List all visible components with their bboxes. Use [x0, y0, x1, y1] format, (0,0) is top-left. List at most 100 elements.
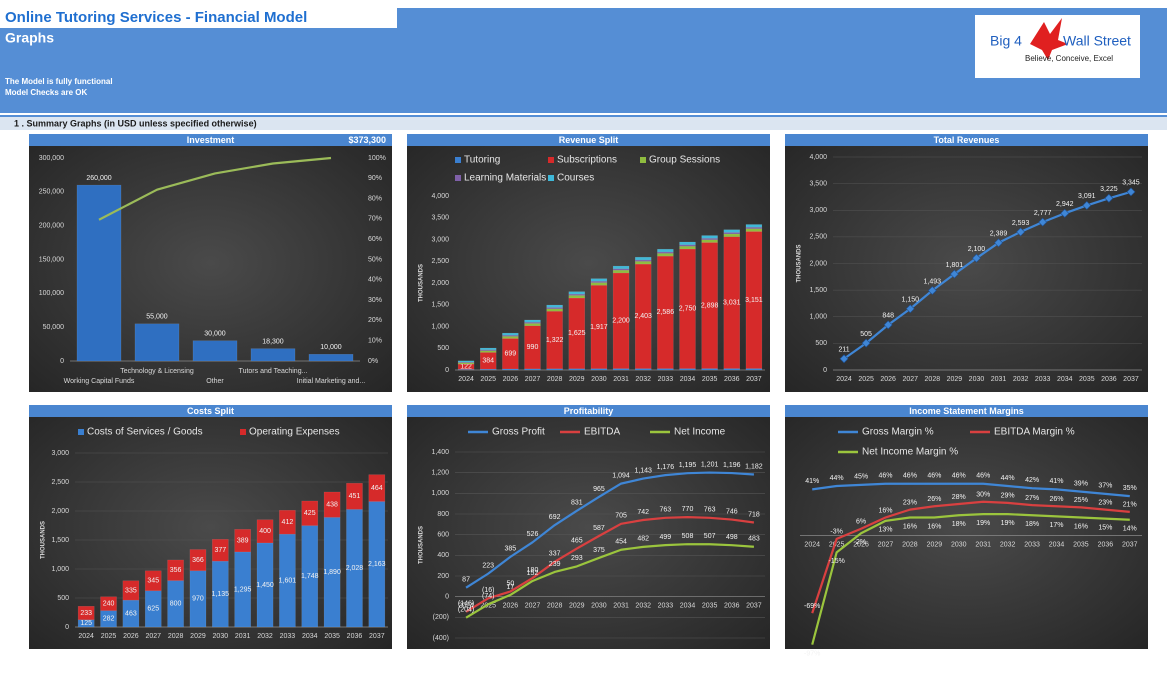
data-label: 2,777 [1034, 210, 1052, 217]
data-label: 16% [927, 523, 941, 530]
x-tick-label: 2029 [190, 633, 206, 640]
x-tick-label: 2029 [927, 541, 943, 548]
section-bar [0, 117, 1167, 130]
data-label: 16% [1074, 523, 1088, 530]
data-label: 705 [615, 513, 627, 520]
x-tick-label: 2024 [78, 633, 94, 640]
y-tick-label: 2,500 [431, 258, 449, 265]
data-label: 1,143 [634, 467, 652, 474]
x-tick-label: 2025 [858, 376, 874, 383]
bar [524, 323, 541, 327]
data-label: 848 [882, 313, 894, 320]
data-label: 970 [192, 596, 204, 603]
data-label: 293 [571, 555, 583, 562]
data-label: (16) [482, 587, 494, 594]
y-tick-label: 250,000 [39, 189, 64, 196]
legend-label: Subscriptions [557, 155, 617, 166]
data-label: 483 [748, 536, 760, 543]
x-tick-label: 2024 [458, 376, 474, 383]
data-label: 465 [571, 537, 583, 544]
x-tick-label: 2034 [680, 603, 696, 610]
y-tick-label: 1,500 [809, 287, 827, 294]
data-label: 2,942 [1056, 201, 1074, 208]
chart-title: Investment [187, 135, 235, 145]
data-label: 1,182 [745, 463, 763, 470]
x-tick-label: 2031 [613, 376, 629, 383]
bar [723, 229, 741, 233]
x-tick-label: 2035 [324, 633, 340, 640]
data-label: 10,000 [320, 344, 342, 351]
bar [568, 291, 586, 295]
data-label: 335 [125, 587, 137, 594]
bar [590, 278, 608, 282]
marker [1038, 217, 1048, 227]
data-label: 23% [903, 499, 917, 506]
data-label: 152 [527, 570, 539, 577]
x-tick-label: Other [206, 378, 224, 385]
data-label: 454 [615, 539, 627, 546]
y-tick-label: 2,500 [809, 234, 827, 241]
marker [949, 269, 959, 279]
data-label: 26% [927, 496, 941, 503]
data-label: 1,201 [701, 461, 719, 468]
data-label: -3% [830, 529, 842, 536]
y-tick-label: 150,000 [39, 256, 64, 263]
x-tick-label: 2026 [503, 603, 519, 610]
data-label: 16% [878, 507, 892, 514]
x-tick-label: 2031 [991, 376, 1007, 383]
y-tick-label: (200) [433, 614, 449, 621]
line [843, 190, 1132, 360]
data-label: 46% [878, 473, 892, 480]
legend-label: Operating Expenses [249, 427, 340, 438]
bar [657, 253, 674, 257]
x-tick-label: 2030 [969, 376, 985, 383]
y-tick-label: 0 [445, 594, 449, 601]
data-label: 763 [660, 507, 672, 514]
x-tick-label: 2028 [547, 603, 563, 610]
legend-label: Learning Materials [464, 173, 546, 184]
data-label: 29% [1001, 493, 1015, 500]
data-label: 1,150 [901, 297, 919, 304]
y-tick-label: 1,200 [431, 470, 449, 477]
bar [189, 549, 207, 571]
legend-label: Courses [557, 173, 594, 184]
x-tick-label: Technology & Licensing [120, 368, 194, 375]
x-tick-label: 2033 [1035, 376, 1051, 383]
data-label: -69% [804, 603, 820, 610]
data-label: 2,403 [634, 313, 652, 320]
y-tick-label: 1,000 [51, 566, 69, 573]
data-label: 23% [1098, 499, 1112, 506]
logo-tagline: Believe, Conceive, Excel [1025, 54, 1113, 63]
data-label: 122 [460, 364, 472, 371]
data-label: 21% [1123, 502, 1137, 509]
marker [1082, 200, 1092, 210]
data-label: 125 [80, 620, 92, 627]
data-label: 718 [748, 511, 760, 518]
data-label: 2,389 [990, 231, 1008, 238]
marker [972, 253, 981, 263]
data-label: 87 [462, 577, 470, 584]
line [465, 543, 755, 619]
data-label: 239 [549, 561, 561, 568]
logo-eagle [1030, 18, 1068, 60]
line [465, 471, 755, 589]
x-tick-label: 2029 [569, 603, 585, 610]
x-tick-label: 2030 [591, 376, 607, 383]
bar [308, 353, 354, 362]
bar [368, 474, 386, 502]
marker [1060, 208, 1070, 218]
data-label: 1,176 [657, 464, 675, 471]
data-label: 699 [505, 351, 517, 358]
data-label: 282 [103, 616, 115, 623]
legend-label: Group Sessions [649, 155, 720, 166]
data-label: 180 [527, 567, 539, 574]
x-tick-label: 2028 [168, 633, 184, 640]
data-label: 41% [805, 478, 819, 485]
x-tick-label: 2034 [302, 633, 318, 640]
bar [745, 228, 763, 232]
data-label: 223 [482, 562, 494, 569]
chart-title-bar [29, 405, 392, 417]
x-tick-label: 2030 [951, 541, 967, 548]
y-tick-label: 2,000 [431, 280, 449, 287]
legend-swatch [640, 157, 646, 163]
